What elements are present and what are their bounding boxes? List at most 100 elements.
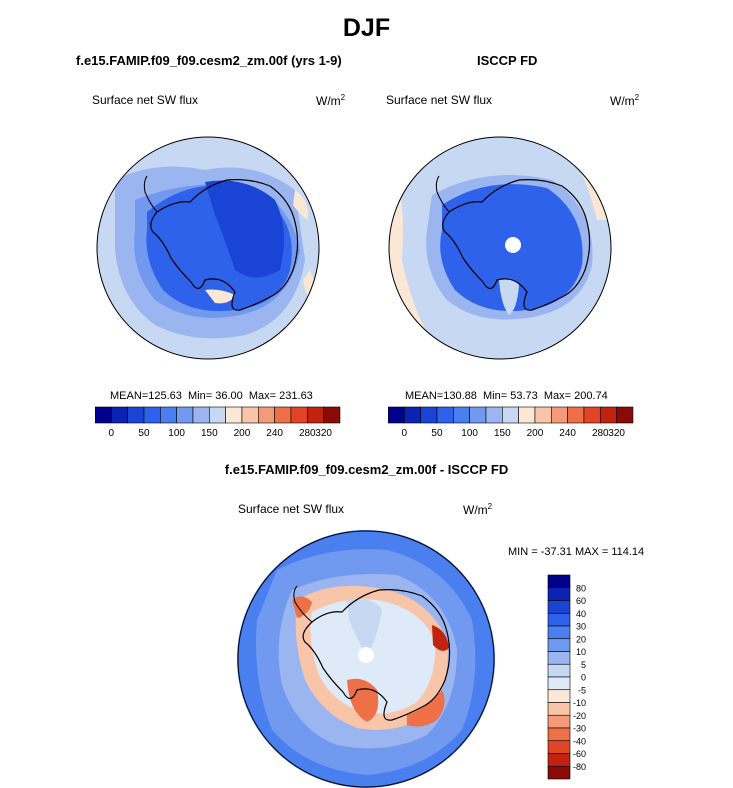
colorbar-box	[436, 406, 454, 424]
colorbar-box	[547, 765, 571, 780]
colorbar-box	[453, 406, 470, 424]
colorbar-box	[547, 676, 571, 691]
colorbar-box	[518, 406, 536, 424]
colorbar-box	[258, 406, 275, 424]
colorbar-tick-label: 40	[576, 609, 586, 619]
panel3-coastline	[302, 589, 451, 721]
panel3-hot-patch-southeast	[407, 690, 445, 727]
panel3-colorbar: 80 60 40 30 20 10 5 0 -5 -10 -20 -30 -40 -60 -80	[547, 574, 586, 780]
colorbar-tick-label: -10	[573, 698, 586, 708]
colorbar-box	[547, 727, 571, 742]
panel2-variable-label: Surface net SW flux	[386, 93, 493, 107]
panel1-title: f.e15.FAMIP.f09_f09.cesm2_zm.00f (yrs 1-…	[76, 53, 342, 68]
colorbar-box	[551, 406, 568, 424]
figure-title: DJF	[342, 14, 391, 42]
panel3-hot-patch-peninsula	[292, 596, 312, 618]
colorbar-box	[547, 740, 571, 754]
panel1-warm-patch-east	[293, 190, 309, 220]
colorbar-tick-label: -80	[573, 762, 586, 772]
panel3-stats: MIN = -37.31 MAX = 114.14	[508, 546, 645, 558]
colorbar-tick-label: -30	[573, 724, 586, 734]
panel1-region-plateau	[205, 180, 284, 278]
colorbar-tick-label: -5	[578, 685, 586, 695]
panel2-stats: MEAN=130.88 Min= 53.73 Max= 200.74	[405, 390, 608, 402]
panel3-peninsula	[293, 585, 313, 623]
colorbar-box	[547, 587, 571, 601]
colorbar-box	[547, 714, 571, 729]
colorbar-tick-label: 60	[576, 596, 586, 606]
panel1-map-border	[96, 136, 320, 360]
colorbar-box	[547, 612, 571, 627]
colorbar-box	[274, 406, 292, 424]
colorbar-tick-label: 280	[299, 428, 316, 439]
colorbar-box	[225, 406, 243, 424]
colorbar-box	[547, 638, 571, 652]
colorbar-tick-label: 80	[576, 583, 586, 593]
colorbar-box	[502, 406, 519, 424]
colorbar-tick-label: 0	[581, 673, 586, 683]
colorbar-box	[616, 406, 634, 424]
colorbar-box	[420, 406, 438, 424]
colorbar-box	[485, 406, 503, 424]
panel1-coastline	[150, 179, 299, 311]
colorbar-tick-label: 280	[592, 428, 609, 439]
panel1-units: W/m2	[316, 93, 346, 108]
colorbar-tick-label: 240	[266, 428, 283, 439]
panel1-warm-patch-ross	[205, 289, 235, 304]
colorbar-box	[127, 406, 145, 424]
panel1-stats: MEAN=125.63 Min= 36.00 Max= 231.63	[110, 390, 313, 402]
panel2-pole-mask	[505, 237, 521, 253]
panel2-map-border	[388, 136, 612, 360]
colorbar-box	[547, 702, 571, 716]
panel1-variable-label: Surface net SW flux	[92, 93, 199, 107]
colorbar-box	[95, 406, 112, 424]
colorbar-tick-label: -40	[573, 736, 586, 746]
panel3-map-border	[237, 530, 495, 788]
colorbar-box	[547, 574, 571, 589]
colorbar-tick-label: 0	[109, 428, 115, 439]
colorbar-box	[404, 406, 421, 424]
colorbar-tick-label: 100	[168, 428, 185, 439]
colorbar-box	[547, 600, 571, 614]
panel3-title: f.e15.FAMIP.f09_f09.cesm2_zm.00f - ISCCP…	[224, 462, 509, 477]
colorbar-box	[143, 406, 161, 424]
colorbar-tick-label: 150	[494, 428, 511, 439]
colorbar-box	[547, 689, 571, 703]
colorbar-box	[306, 406, 324, 424]
colorbar-tick-label: 240	[559, 428, 576, 439]
colorbar-tick-label: 200	[527, 428, 544, 439]
colorbar-box	[547, 625, 571, 640]
colorbar-tick-label: 50	[138, 428, 150, 439]
colorbar-tick-label: 10	[576, 647, 586, 657]
panel3-interior-cool	[347, 598, 382, 655]
colorbar-tick-label: 50	[431, 428, 443, 439]
colorbar-box	[599, 406, 617, 424]
colorbar-box	[160, 406, 177, 424]
colorbar-tick-label: 100	[461, 428, 478, 439]
panel2-ross-sea	[499, 278, 519, 315]
panel3-map	[237, 530, 495, 788]
colorbar-tick-label: 320	[608, 428, 625, 439]
panel2-title: ISCCP FD	[477, 53, 538, 68]
panel1-peninsula	[143, 175, 158, 213]
panel3-hot-patch-east	[432, 625, 449, 651]
panel1-colorbar: 0 50 100 150 200 240 280 320	[95, 406, 341, 439]
colorbar-tick-label: 150	[201, 428, 218, 439]
panel2-coastline	[442, 179, 591, 311]
colorbar-box	[323, 406, 341, 424]
colorbar-box	[176, 406, 194, 424]
colorbar-tick-label: 20	[576, 634, 586, 644]
panel2-colorbar: 0 50 100 150 200 240 280 320	[388, 406, 634, 439]
panel3-variable-label: Surface net SW flux	[238, 502, 345, 516]
panel3-units: W/m2	[463, 502, 493, 517]
panel1-map	[96, 136, 320, 360]
colorbar-tick-label: 0	[402, 428, 408, 439]
colorbar-box	[241, 406, 259, 424]
colorbar-tick-label: 5	[581, 660, 586, 670]
panel3-pole-mask	[358, 647, 374, 663]
colorbar-tick-label: 320	[315, 428, 332, 439]
colorbar-box	[583, 406, 601, 424]
panel2-peninsula	[435, 175, 450, 213]
colorbar-box	[388, 406, 405, 424]
colorbar-box	[547, 651, 571, 665]
